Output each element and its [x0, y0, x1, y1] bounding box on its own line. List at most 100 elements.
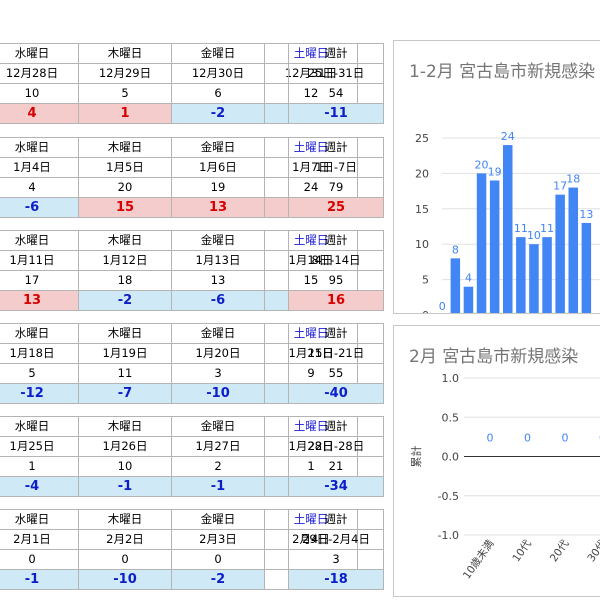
- diff-value-cell: 13: [0, 290, 79, 311]
- data-label: 11: [514, 222, 528, 235]
- date-cell: 1月12日: [78, 250, 172, 271]
- day-of-week-cell: 水曜日: [0, 43, 79, 64]
- case-count-cell: 6: [171, 83, 265, 104]
- summary-label-cell: 週計: [288, 509, 384, 530]
- week-summary-table: 週計 1日-7日 79 25: [288, 137, 384, 218]
- day-of-week-cell: 金曜日: [171, 509, 265, 530]
- summary-range-cell: 25日-31日: [288, 63, 384, 84]
- day-of-week-cell: 木曜日: [78, 323, 172, 344]
- data-label: 0: [562, 432, 569, 445]
- day-of-week-cell: 木曜日: [78, 43, 172, 64]
- day-of-week-cell: 木曜日: [78, 137, 172, 158]
- bar: [476, 173, 487, 313]
- y-tick-label: 5: [422, 274, 429, 287]
- week-summary-table: 週計 8日-14日 95 16: [288, 230, 384, 311]
- y-tick-label: 15: [415, 203, 429, 216]
- summary-diff-cell: 16: [288, 290, 384, 311]
- day-of-week-cell: 水曜日: [0, 416, 79, 437]
- age-cases-plot: 1.00.50.0-0.5-1.0累計010歳未満010代020代030代: [409, 372, 600, 581]
- y-tick-label: 25: [415, 132, 429, 145]
- summary-label-cell: 週計: [288, 230, 384, 251]
- week-summary-table: 週計 22日-28日 21 -34: [288, 416, 384, 497]
- diff-value-cell: -1: [78, 476, 172, 497]
- case-count-cell: 3: [171, 363, 265, 384]
- diff-value-cell: -6: [0, 197, 79, 218]
- data-label: 19: [488, 165, 502, 178]
- summary-count-cell: 21: [288, 456, 384, 477]
- data-label: 0: [524, 432, 531, 445]
- diff-value-cell: -2: [171, 569, 265, 590]
- bar: [450, 258, 461, 313]
- date-cell: 12月28日: [0, 63, 79, 84]
- data-label: 13: [579, 208, 593, 221]
- data-label: 11: [540, 222, 554, 235]
- case-count-cell: 1: [0, 456, 79, 477]
- summary-label-cell: 週計: [288, 416, 384, 437]
- case-count-cell: 0: [78, 549, 172, 570]
- summary-diff-cell: -40: [288, 383, 384, 404]
- case-count-cell: 0: [171, 549, 265, 570]
- day-of-week-cell: 金曜日: [171, 43, 265, 64]
- date-cell: 1月26日: [78, 436, 172, 457]
- summary-diff-cell: 25: [288, 197, 384, 218]
- x-tick-label: 30代: [585, 537, 600, 564]
- bar: [463, 286, 474, 313]
- day-of-week-cell: 水曜日: [0, 137, 79, 158]
- summary-diff-cell: -18: [288, 569, 384, 590]
- case-count-cell: 11: [78, 363, 172, 384]
- y-axis-label: 累計: [409, 446, 423, 468]
- y-tick-label: 20: [415, 167, 429, 180]
- diff-value-cell: -1: [0, 569, 79, 590]
- diff-value-cell: -10: [171, 383, 265, 404]
- diff-value-cell: -2: [171, 103, 265, 124]
- day-of-week-cell: 金曜日: [171, 137, 265, 158]
- y-tick-label: 0: [422, 309, 429, 313]
- date-cell: 1月18日: [0, 343, 79, 364]
- day-of-week-cell: 水曜日: [0, 323, 79, 344]
- summary-diff-cell: -34: [288, 476, 384, 497]
- case-count-cell: 4: [0, 177, 79, 198]
- case-count-cell: 10: [0, 83, 79, 104]
- case-count-cell: 10: [78, 456, 172, 477]
- summary-label-cell: 週計: [288, 137, 384, 158]
- case-count-cell: 20: [78, 177, 172, 198]
- date-cell: 1月5日: [78, 157, 172, 178]
- diff-value-cell: 13: [171, 197, 265, 218]
- date-cell: 1月19日: [78, 343, 172, 364]
- x-tick-label: 10代: [510, 537, 534, 564]
- bar: [542, 237, 552, 313]
- day-of-week-cell: 木曜日: [78, 509, 172, 530]
- summary-count-cell: 54: [288, 83, 384, 104]
- summary-range-cell: 8日-14日: [288, 250, 384, 271]
- diff-value-cell: -2: [78, 290, 172, 311]
- bar: [581, 222, 592, 313]
- date-cell: 1月25日: [0, 436, 79, 457]
- day-of-week-cell: 木曜日: [78, 416, 172, 437]
- date-cell: 1月4日: [0, 157, 79, 178]
- summary-count-cell: 3: [288, 549, 384, 570]
- summary-range-cell: 1日-7日: [288, 157, 384, 178]
- date-cell: 2月2日: [78, 529, 172, 550]
- x-tick-label: 10歳未満: [461, 537, 497, 581]
- date-cell: 1月11日: [0, 250, 79, 271]
- case-count-cell: 17: [0, 270, 79, 291]
- y-tick-label: -1.0: [438, 529, 459, 542]
- case-count-cell: 19: [171, 177, 265, 198]
- date-cell: 2月3日: [171, 529, 265, 550]
- diff-value-cell: -4: [0, 476, 79, 497]
- summary-count-cell: 95: [288, 270, 384, 291]
- age-cases-chart: 2月 宮古島市新規感染 1.0 0.5 0.0 -0.5 -1.0 累計 0 10歳未満 0 10…: [393, 325, 600, 597]
- case-count-cell: 5: [78, 83, 172, 104]
- summary-count-cell: 79: [288, 177, 384, 198]
- y-tick-label: -0.5: [438, 490, 459, 503]
- diff-value-cell: -7: [78, 383, 172, 404]
- chart-title: 1-2月 宮古島市新規感染: [409, 62, 596, 82]
- week-summary-table: 週計 29日-2月4日 3 -18: [288, 509, 384, 590]
- data-label: 24: [501, 130, 515, 143]
- bar: [489, 180, 500, 313]
- data-label: 0: [439, 300, 446, 313]
- data-label: 20: [475, 158, 489, 171]
- bar: [529, 244, 539, 313]
- bar: [503, 145, 513, 313]
- diff-value-cell: -1: [171, 476, 265, 497]
